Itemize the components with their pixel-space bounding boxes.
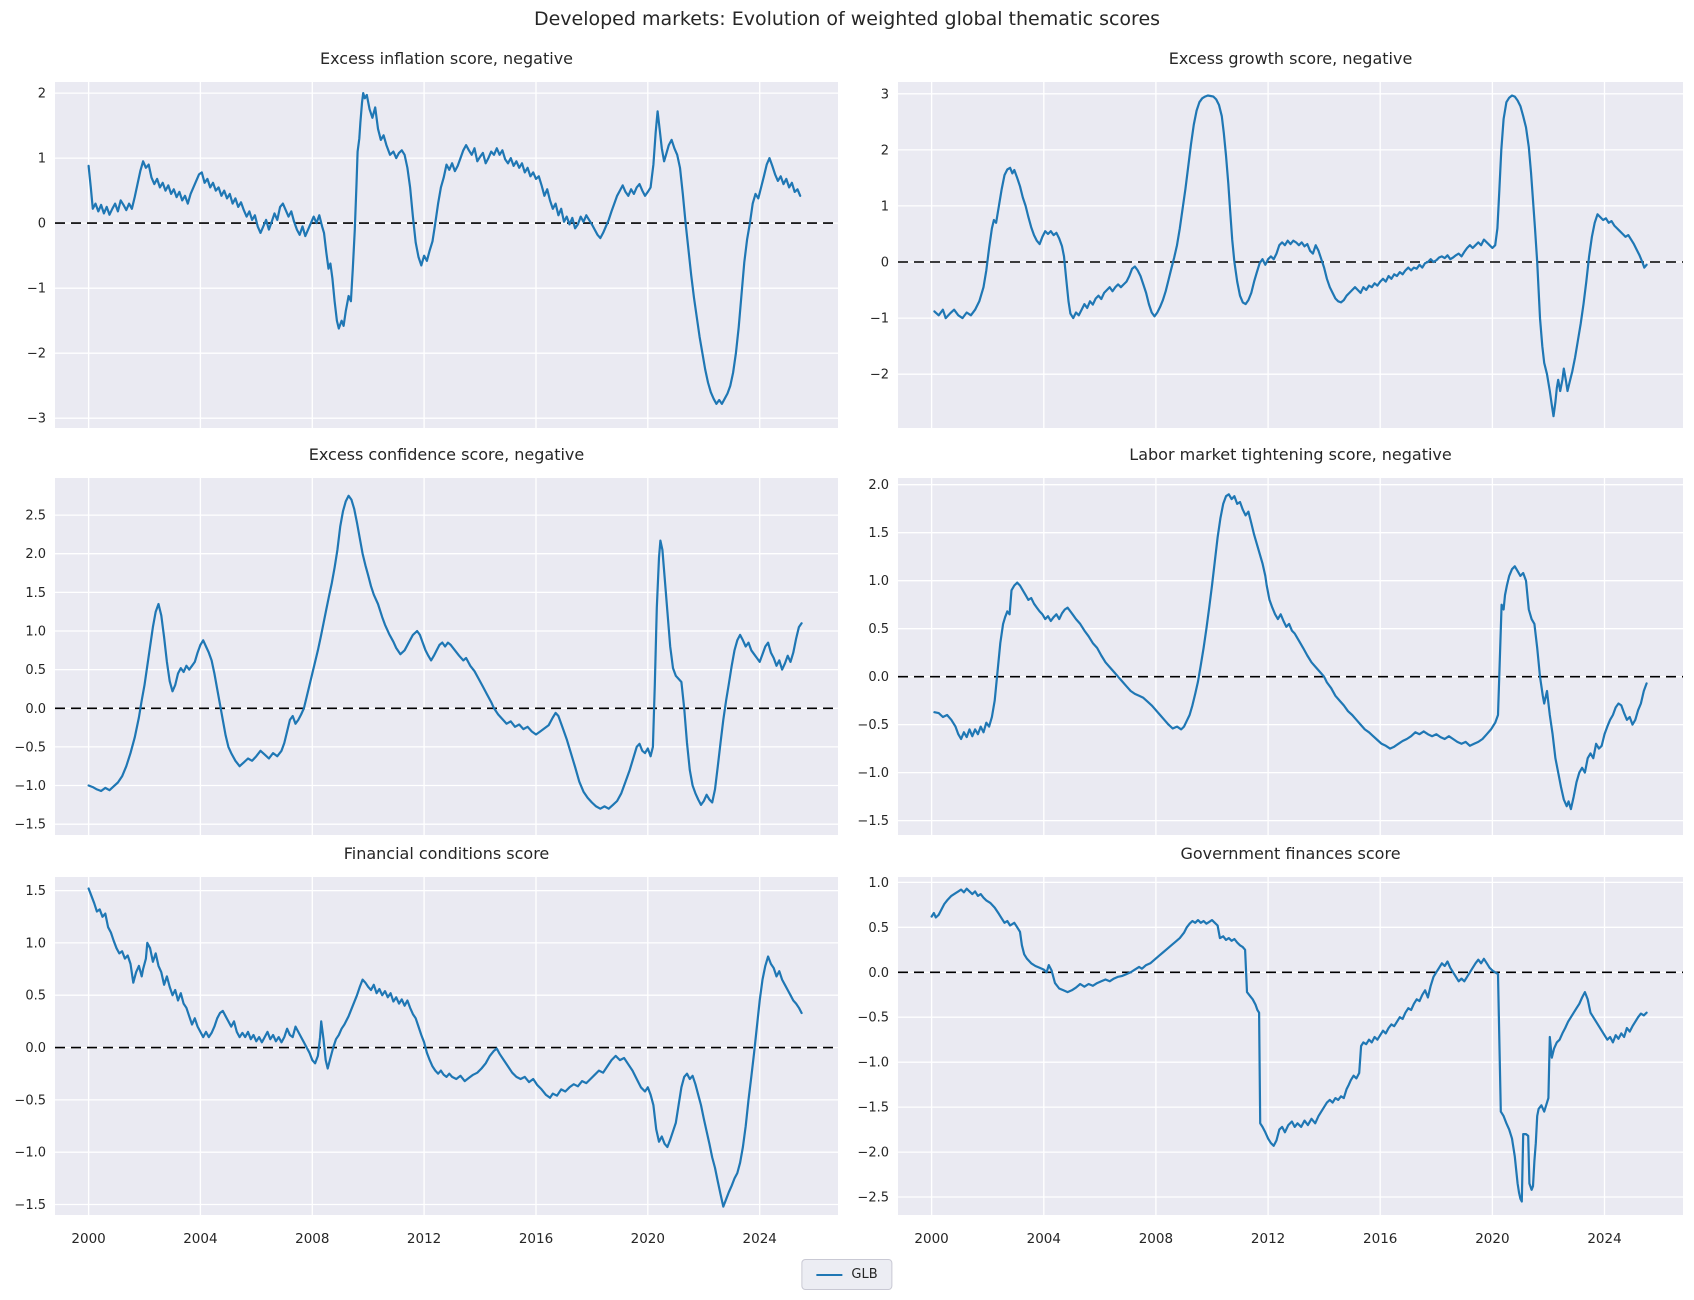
y-tick-label: −0.5 — [857, 1011, 889, 1026]
y-tick-label: 2.0 — [868, 478, 889, 493]
y-tick-label: −1.0 — [14, 779, 46, 794]
plot-area — [898, 82, 1683, 428]
y-tick-label: 1.0 — [868, 574, 889, 589]
x-tick-label: 2008 — [1139, 1231, 1173, 1247]
legend-line-swatch — [816, 1273, 843, 1276]
x-tick-label: 2020 — [1475, 1231, 1509, 1247]
y-tick-label: −0.5 — [857, 718, 889, 733]
y-tick-label: −1.5 — [14, 818, 46, 833]
x-tick-label: 2012 — [407, 1231, 441, 1247]
y-tick-label: 1.5 — [25, 586, 46, 601]
y-tick-label: −1.0 — [14, 1146, 46, 1161]
y-tick-label: −1.5 — [857, 814, 889, 829]
subplot-confidence: 2.5 2.0 1.5 1.0 0.5 0.0 −0.5 −1.0 −1.5 Excess con… — [14, 445, 838, 835]
y-tick-label: 0.0 — [868, 966, 889, 981]
subplot-title: Labor market tightening score, negative — [1129, 445, 1451, 464]
y-tick-label: 1.0 — [868, 876, 889, 891]
series-line-glb — [87, 887, 803, 1208]
y-tick-label: 0.0 — [868, 670, 889, 685]
y-tick-label: 1.0 — [25, 625, 46, 640]
subplot-title: Excess inflation score, negative — [320, 49, 573, 68]
y-tick-label: 0.0 — [25, 702, 46, 717]
x-tick-label: 2012 — [1251, 1231, 1285, 1247]
y-tick-label: 0 — [881, 256, 889, 271]
subplot-title: Excess confidence score, negative — [309, 445, 585, 464]
y-tick-label: 1 — [38, 152, 46, 167]
x-tick-label: 2024 — [1587, 1231, 1621, 1247]
series-line-glb — [933, 493, 1648, 811]
y-tick-label: 2 — [38, 87, 46, 102]
subplot-title: Financial conditions score — [344, 844, 550, 863]
y-tick-label: 2.5 — [25, 509, 46, 524]
y-tick-label: −2 — [870, 368, 889, 383]
subplot-growth: 3 2 1 0 −1 −2 Excess growth score, negative — [870, 49, 1683, 428]
y-tick-label: 0.5 — [868, 622, 889, 637]
x-tick-label: 2016 — [519, 1231, 553, 1247]
subplot-financial: 1.5 1.0 0.5 0.0 −0.5 −1.0 −1.5 2000 2004 2008 2012… — [14, 844, 838, 1247]
y-tick-label: 1.5 — [868, 526, 889, 541]
subplot-inflation: 2 1 0 −1 −2 −3 Excess inflation score, negativ… — [27, 49, 838, 428]
y-tick-label: 2 — [881, 143, 889, 158]
y-tick-label: 1 — [881, 199, 889, 214]
x-tick-label: 2000 — [71, 1231, 105, 1247]
plot-area — [55, 478, 838, 835]
series-line-glb — [87, 494, 803, 810]
y-tick-label: −0.5 — [14, 740, 46, 755]
y-tick-label: 1.5 — [25, 884, 46, 899]
y-tick-label: 1.0 — [25, 936, 46, 951]
y-tick-label: −1.0 — [857, 766, 889, 781]
y-tick-label: −1 — [27, 282, 46, 297]
y-tick-label: −2.5 — [857, 1191, 889, 1206]
y-tick-label: −1.5 — [14, 1198, 46, 1213]
y-tick-label: 0.0 — [25, 1041, 46, 1056]
figure-title: Developed markets: Evolution of weighted… — [533, 8, 1161, 30]
y-tick-label: 0 — [38, 217, 46, 232]
x-tick-label: 2000 — [914, 1231, 948, 1247]
series-line-glb — [933, 94, 1648, 418]
x-tick-label: 2004 — [1027, 1231, 1061, 1247]
x-tick-label: 2008 — [295, 1231, 329, 1247]
y-tick-label: 0.5 — [25, 989, 46, 1004]
x-tick-label: 2004 — [183, 1231, 217, 1247]
legend-box: GLB — [801, 1259, 893, 1290]
y-tick-label: −1.0 — [857, 1056, 889, 1071]
y-tick-label: −2.0 — [857, 1146, 889, 1161]
y-tick-label: −2 — [27, 347, 46, 362]
subplot-title: Excess growth score, negative — [1169, 49, 1413, 68]
y-tick-label: 2.0 — [25, 547, 46, 562]
y-tick-label: −1 — [870, 312, 889, 327]
plot-area — [55, 82, 838, 428]
y-tick-label: −1.5 — [857, 1101, 889, 1116]
y-tick-label: 3 — [881, 87, 889, 102]
y-tick-label: 0.5 — [868, 921, 889, 936]
x-tick-label: 2016 — [1363, 1231, 1397, 1247]
series-line-glb — [930, 887, 1648, 1203]
y-tick-label: 0.5 — [25, 663, 46, 678]
plot-area — [898, 877, 1683, 1215]
subplot-labor: 2.0 1.5 1.0 0.5 0.0 −0.5 −1.0 −1.5 Labor market … — [857, 445, 1683, 835]
series-line-glb — [87, 91, 802, 405]
x-tick-label: 2024 — [743, 1231, 777, 1247]
plot-area — [898, 478, 1683, 835]
y-tick-label: −3 — [27, 412, 46, 427]
subplot-title: Government finances score — [1180, 844, 1400, 863]
y-tick-label: −0.5 — [14, 1093, 46, 1108]
legend-label: GLB — [851, 1267, 878, 1282]
plot-area — [55, 877, 838, 1215]
subplot-government: 1.0 0.5 0.0 −0.5 −1.0 −1.5 −2.0 −2.5 2000 2004 200… — [857, 844, 1683, 1247]
x-tick-label: 2020 — [631, 1231, 665, 1247]
